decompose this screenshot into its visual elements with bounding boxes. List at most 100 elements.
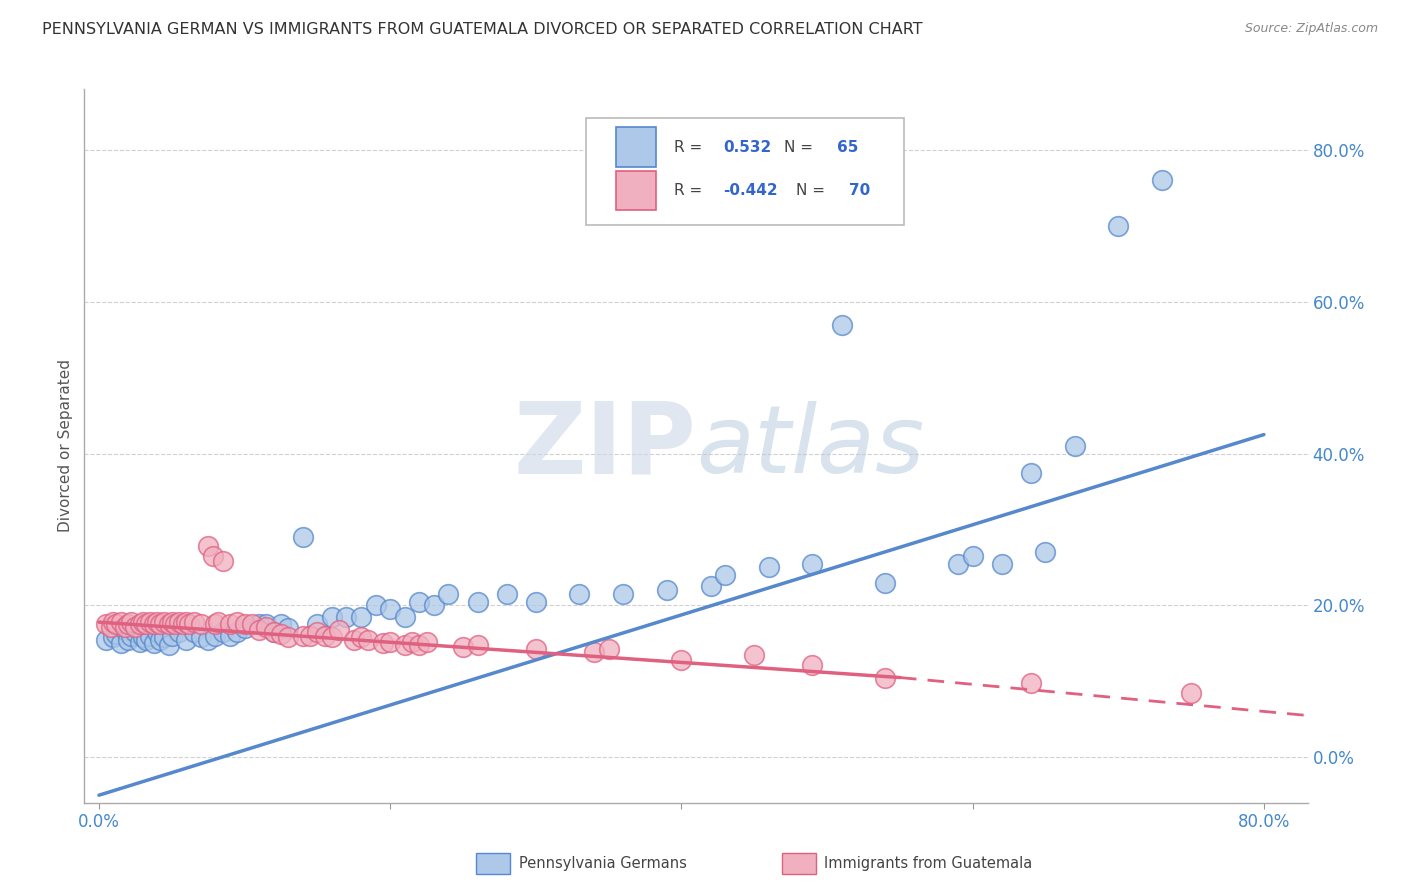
Point [423, 599, 446, 613]
Point [990, 557, 1012, 571]
Bar [782, 853, 815, 874]
Point [314, 629, 336, 643]
Point [875, 671, 897, 685]
Point [263, 625, 285, 640]
Point [117, 617, 139, 632]
Point [114, 620, 136, 634]
Point [211, 554, 233, 568]
Point [247, 617, 270, 632]
Point [524, 642, 547, 657]
Point [801, 657, 824, 672]
Point [394, 609, 416, 624]
Point [135, 617, 157, 632]
Point [328, 623, 350, 637]
Text: PENNSYLVANIA GERMAN VS IMMIGRANTS FROM GUATEMALA DIVORCED OR SEPARATED CORRELATI: PENNSYLVANIA GERMAN VS IMMIGRANTS FROM G… [42, 22, 922, 37]
Point [149, 632, 172, 647]
Point [612, 587, 634, 601]
Point [190, 630, 212, 644]
Text: Pennsylvania Germans: Pennsylvania Germans [519, 856, 686, 871]
Point [307, 625, 329, 640]
Point [254, 620, 277, 634]
Point [226, 625, 249, 640]
Bar [616, 128, 655, 167]
Point [167, 615, 190, 629]
Point [451, 640, 474, 655]
Point [291, 530, 314, 544]
Point [149, 617, 172, 632]
Point [1035, 545, 1057, 559]
Point [1063, 439, 1085, 453]
Point [699, 579, 721, 593]
Point [467, 594, 489, 608]
FancyBboxPatch shape [586, 118, 904, 225]
Point [174, 615, 197, 629]
Point [157, 638, 180, 652]
Point [380, 602, 402, 616]
Point [524, 594, 547, 608]
Point [153, 630, 176, 644]
Point [401, 635, 423, 649]
Point [233, 621, 256, 635]
Point [437, 587, 460, 601]
Point [114, 623, 136, 637]
Point [143, 617, 166, 632]
Point [160, 629, 183, 643]
Point [408, 638, 430, 652]
Point [357, 632, 380, 647]
Point [277, 621, 299, 635]
Point [157, 617, 180, 632]
Point [135, 632, 157, 647]
Point [174, 632, 197, 647]
Y-axis label: Divorced or Separated: Divorced or Separated [58, 359, 73, 533]
Point [568, 587, 591, 601]
Point [219, 617, 242, 632]
Point [201, 549, 224, 563]
Point [233, 617, 256, 632]
Point [801, 557, 824, 571]
Point [120, 629, 142, 643]
Point [163, 617, 186, 632]
Point [1180, 686, 1202, 700]
Text: -0.442: -0.442 [723, 183, 778, 198]
Point [962, 549, 984, 563]
Point [467, 638, 489, 652]
Point [105, 627, 128, 641]
Point [124, 625, 146, 640]
Text: ZIP: ZIP [513, 398, 696, 494]
Point [831, 318, 853, 332]
Point [204, 617, 226, 632]
Text: N =: N = [796, 183, 830, 198]
Point [299, 629, 322, 643]
Point [207, 615, 229, 629]
Point [321, 630, 343, 644]
Text: R =: R = [673, 183, 707, 198]
Point [190, 617, 212, 632]
Point [219, 629, 242, 643]
Point [946, 557, 969, 571]
Point [254, 617, 277, 632]
Point [364, 599, 387, 613]
Point [110, 636, 132, 650]
Point [270, 627, 292, 641]
Point [105, 617, 128, 632]
Text: N =: N = [785, 139, 818, 154]
Point [350, 630, 373, 644]
Point [263, 625, 285, 640]
Text: atlas: atlas [696, 401, 924, 491]
Point [714, 568, 737, 582]
Point [167, 625, 190, 640]
Point [1019, 676, 1042, 690]
Point [307, 617, 329, 632]
Point [343, 632, 366, 647]
Point [204, 629, 226, 643]
Point [270, 617, 292, 632]
Point [335, 609, 357, 624]
Point [197, 539, 219, 553]
Point [139, 629, 162, 643]
Point [671, 653, 693, 667]
Point [495, 587, 517, 601]
Point [240, 617, 263, 632]
Text: Source: ZipAtlas.com: Source: ZipAtlas.com [1244, 22, 1378, 36]
Point [211, 625, 233, 640]
Point [128, 617, 150, 632]
